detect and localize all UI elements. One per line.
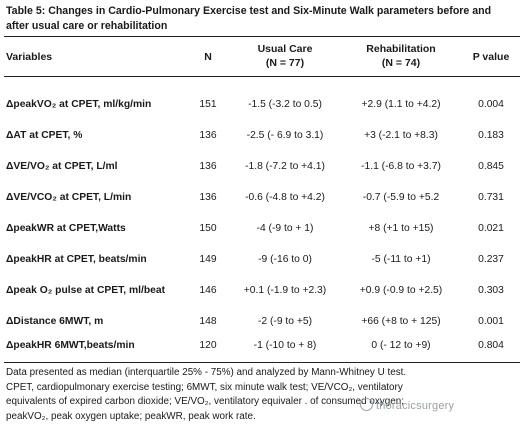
- cell-p-value: 0.804: [478, 340, 504, 351]
- cell-variable: ΔDistance 6MWT, m: [6, 316, 104, 327]
- cell-usual-care: -0.6 (-4.8 to +4.2): [245, 192, 325, 203]
- cell-usual-care: -1 (-10 to + 8): [253, 340, 317, 351]
- header-usual-care: Usual Care (N = 77): [232, 42, 338, 70]
- cell-p-value: 0.731: [478, 192, 504, 203]
- header-usual-care-label: Usual Care: [257, 43, 313, 55]
- cell-rehabilitation: -5 (-11 to +1): [371, 254, 431, 265]
- cell-rehabilitation: +3 (-2.1 to +8.3): [364, 130, 438, 141]
- header-p-value: P value: [472, 51, 510, 63]
- cell-usual-care: -2.5 (- 6.9 to 3.1): [246, 130, 324, 141]
- table-row: ΔpeakVO₂ at CPET, ml/kg/min 151 -1.5 (-3…: [0, 97, 524, 113]
- cell-p-value: 0.021: [478, 223, 504, 234]
- title-line-2: after usual care or rehabilitation: [6, 20, 168, 32]
- cell-variable: ΔpeakWR at CPET,Watts: [6, 223, 126, 234]
- cell-usual-care: -9 (-16 to 0): [258, 254, 312, 265]
- cell-p-value: 0.001: [478, 316, 504, 327]
- cell-rehabilitation: 0 (- 12 to +9): [371, 340, 431, 351]
- cell-usual-care: -1.5 (-3.2 to 0.5): [248, 99, 322, 110]
- cell-rehabilitation: -1.1 (-6.8 to +3.7): [361, 161, 441, 172]
- cell-n: 150: [199, 223, 217, 234]
- table-row: ΔpeakWR at CPET,Watts 150 -4 (-9 to + 1)…: [0, 221, 524, 237]
- cell-n: 136: [199, 192, 217, 203]
- cell-n: 146: [199, 285, 217, 296]
- cell-rehabilitation: +0.9 (-0.9 to +2.5): [359, 285, 443, 296]
- header-variables: Variables: [6, 51, 53, 63]
- cell-p-value: 0.237: [478, 254, 504, 265]
- cell-rehabilitation: +2.9 (1.1 to +4.2): [361, 99, 441, 110]
- cell-variable: ΔVE/VCO₂ at CPET, L/min: [6, 192, 132, 203]
- cell-n: 151: [199, 99, 217, 110]
- footnote-line: Data presented as median (interquartile …: [6, 367, 407, 378]
- footnote-line: CPET, cardiopulmonary exercise testing; …: [6, 381, 403, 393]
- cell-rehabilitation: +66 (+8 to + 125): [361, 316, 441, 327]
- header-rehabilitation-n: (N = 74): [381, 57, 421, 69]
- header-rehabilitation-label: Rehabilitation: [366, 43, 436, 55]
- table-title: Table 5: Changes in Cardio-Pulmonary Exe…: [6, 4, 518, 34]
- cell-variable: ΔpeakHR at CPET, beats/min: [6, 254, 147, 265]
- header-usual-care-n: (N = 77): [265, 57, 305, 69]
- cell-variable: ΔpeakHR 6MWT,beats/min: [6, 340, 135, 351]
- cell-p-value: 0.183: [478, 130, 504, 141]
- header-n: N: [204, 51, 212, 63]
- cell-rehabilitation: +8 (+1 to +15): [368, 223, 434, 234]
- cell-n: 149: [199, 254, 217, 265]
- cell-p-value: 0.004: [478, 99, 504, 110]
- watermark: thoracicsurgery: [360, 398, 454, 412]
- cell-n: 136: [199, 161, 217, 172]
- cell-usual-care: +0.1 (-1.9 to +2.3): [243, 285, 327, 296]
- cell-usual-care: -1.8 (-7.2 to +4.1): [245, 161, 325, 172]
- watermark-text: thoracicsurgery: [376, 400, 455, 412]
- cell-variable: ΔAT at CPET, %: [6, 130, 83, 141]
- cell-n: 120: [199, 340, 217, 351]
- cell-usual-care: -4 (-9 to + 1): [256, 223, 314, 234]
- cell-n: 148: [199, 316, 217, 327]
- table-bottom-rule: [4, 362, 520, 363]
- cell-variable: ΔVE/VO₂ at CPET, L/ml: [6, 161, 118, 172]
- cell-variable: Δpeak O₂ pulse at CPET, ml/beat: [6, 285, 166, 296]
- footnote-line: equivalents of expired carbon dioxide; V…: [6, 396, 404, 408]
- table-row: ΔpeakHR 6MWT,beats/min 120 -1 (-10 to + …: [0, 338, 524, 354]
- cell-p-value: 0.303: [478, 285, 504, 296]
- table-row: Δpeak O₂ pulse at CPET, ml/beat 146 +0.1…: [0, 283, 524, 299]
- cell-n: 136: [199, 130, 217, 141]
- header-bottom-rule: [4, 76, 520, 77]
- cell-p-value: 0.845: [478, 161, 504, 172]
- cell-variable: ΔpeakVO₂ at CPET, ml/kg/min: [6, 99, 152, 110]
- table-row: ΔDistance 6MWT, m 148 -2 (-9 to +5) +66 …: [0, 314, 524, 330]
- cell-usual-care: -2 (-9 to +5): [257, 316, 313, 327]
- table-row: ΔAT at CPET, % 136 -2.5 (- 6.9 to 3.1) +…: [0, 128, 524, 144]
- cell-rehabilitation: -0.7 (-5.9 to +5.2: [362, 192, 440, 203]
- title-line-1: Table 5: Changes in Cardio-Pulmonary Exe…: [6, 5, 492, 17]
- table-row: ΔVE/VCO₂ at CPET, L/min 136 -0.6 (-4.8 t…: [0, 190, 524, 206]
- table-row: ΔVE/VO₂ at CPET, L/ml 136 -1.8 (-7.2 to …: [0, 159, 524, 175]
- watermark-logo-icon: [360, 398, 373, 411]
- header-top-rule: [4, 36, 520, 37]
- header-rehabilitation: Rehabilitation (N = 74): [344, 42, 458, 70]
- table-row: ΔpeakHR at CPET, beats/min 149 -9 (-16 t…: [0, 252, 524, 268]
- table-footnotes: Data presented as median (interquartile …: [6, 366, 518, 424]
- footnote-line: peakVO₂, peak oxygen uptake; peakWR, pea…: [6, 410, 256, 422]
